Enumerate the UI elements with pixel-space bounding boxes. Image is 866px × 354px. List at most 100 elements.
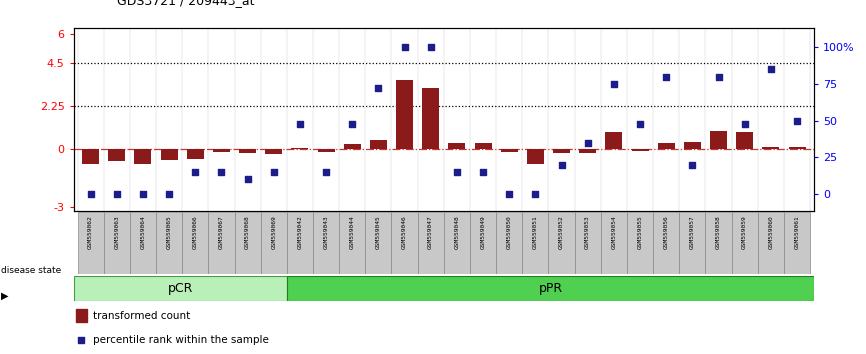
Bar — [134, 149, 152, 164]
Text: transformed count: transformed count — [94, 311, 191, 321]
Bar — [449, 143, 465, 149]
Bar — [339, 212, 365, 274]
Bar — [553, 149, 570, 153]
Text: GSM559053: GSM559053 — [585, 216, 591, 249]
Text: GSM559069: GSM559069 — [271, 216, 276, 249]
Bar — [261, 212, 287, 274]
Text: percentile rank within the sample: percentile rank within the sample — [94, 335, 269, 345]
Bar — [475, 143, 492, 149]
Text: GSM559061: GSM559061 — [794, 216, 799, 249]
Bar — [287, 212, 313, 274]
Point — [267, 169, 281, 175]
Text: GSM559049: GSM559049 — [481, 216, 486, 249]
Point — [581, 140, 595, 145]
Point — [502, 191, 516, 197]
Bar — [762, 147, 779, 149]
Point — [397, 44, 411, 50]
Point — [607, 81, 621, 87]
Bar — [470, 212, 496, 274]
Text: GSM559067: GSM559067 — [219, 216, 224, 249]
Bar — [292, 148, 308, 149]
Text: pPR: pPR — [539, 282, 563, 295]
Bar — [344, 144, 361, 149]
Bar — [679, 212, 706, 274]
Text: GSM559068: GSM559068 — [245, 216, 250, 249]
Point — [74, 337, 88, 343]
Text: GSM559064: GSM559064 — [140, 216, 145, 249]
Bar — [370, 139, 387, 149]
Bar — [417, 212, 443, 274]
Point — [738, 121, 752, 126]
Bar — [209, 212, 235, 274]
Bar — [732, 212, 758, 274]
Point — [136, 191, 150, 197]
Text: GSM559060: GSM559060 — [768, 216, 773, 249]
Text: GSM559063: GSM559063 — [114, 216, 120, 249]
Bar — [365, 212, 391, 274]
Bar — [736, 132, 753, 149]
Point — [188, 169, 202, 175]
Point — [162, 191, 176, 197]
Point — [528, 191, 542, 197]
Bar — [239, 149, 256, 153]
Text: GSM559050: GSM559050 — [507, 216, 512, 249]
Bar — [82, 149, 99, 164]
Point — [84, 191, 98, 197]
Bar — [182, 212, 209, 274]
Point — [790, 118, 804, 124]
Bar — [443, 212, 470, 274]
Bar — [579, 149, 596, 153]
Text: GDS3721 / 209443_at: GDS3721 / 209443_at — [117, 0, 255, 7]
Text: GSM559043: GSM559043 — [324, 216, 328, 249]
Text: pCR: pCR — [167, 282, 193, 295]
Bar — [213, 149, 230, 152]
Point — [764, 67, 778, 72]
Point — [554, 162, 568, 167]
Point — [293, 121, 307, 126]
Text: GSM559045: GSM559045 — [376, 216, 381, 249]
Text: GSM559047: GSM559047 — [429, 216, 433, 249]
Bar — [396, 80, 413, 149]
Text: GSM559048: GSM559048 — [455, 216, 459, 249]
Point — [712, 74, 726, 79]
Bar — [684, 142, 701, 149]
Bar — [235, 212, 261, 274]
Text: GSM559059: GSM559059 — [742, 216, 747, 249]
Bar — [78, 212, 104, 274]
Bar — [496, 212, 522, 274]
Bar — [627, 212, 653, 274]
Text: GSM559057: GSM559057 — [690, 216, 695, 249]
Text: disease state: disease state — [1, 266, 61, 275]
Bar — [187, 149, 204, 159]
Bar — [313, 212, 339, 274]
Text: GSM559055: GSM559055 — [637, 216, 643, 249]
Bar — [653, 212, 679, 274]
Bar — [631, 149, 649, 151]
Text: GSM559066: GSM559066 — [193, 216, 197, 249]
Bar — [104, 212, 130, 274]
Bar — [706, 212, 732, 274]
Bar — [265, 149, 282, 154]
Point — [659, 74, 673, 79]
Point — [320, 169, 333, 175]
Point — [372, 85, 385, 91]
Text: GSM559054: GSM559054 — [611, 216, 617, 249]
Bar — [156, 212, 182, 274]
Bar — [76, 309, 87, 322]
Bar — [657, 143, 675, 149]
Text: GSM559062: GSM559062 — [88, 216, 94, 249]
Bar — [605, 132, 623, 149]
Point — [423, 44, 437, 50]
Text: GSM559058: GSM559058 — [716, 216, 721, 249]
Text: ▶: ▶ — [1, 291, 9, 301]
Text: GSM559056: GSM559056 — [663, 216, 669, 249]
Bar — [522, 212, 548, 274]
Bar — [501, 149, 518, 152]
Bar — [575, 212, 601, 274]
Bar — [391, 212, 417, 274]
Point — [346, 121, 359, 126]
Point — [476, 169, 490, 175]
Bar — [287, 276, 814, 301]
Point — [633, 121, 647, 126]
Point — [241, 176, 255, 182]
